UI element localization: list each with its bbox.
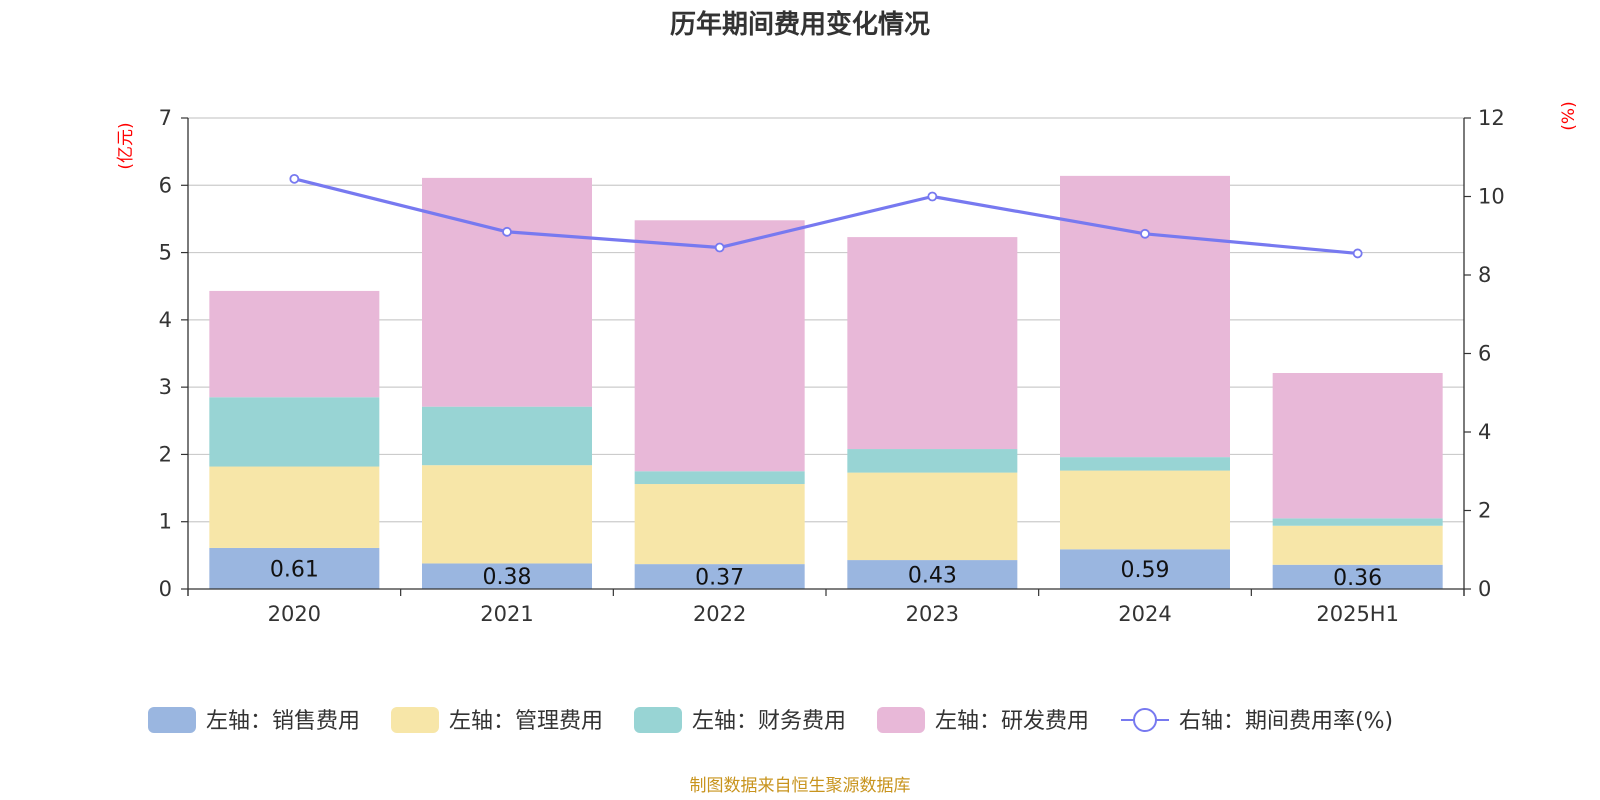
bars [209, 175, 1443, 589]
legend-label: 右轴：期间费用率(%) [1179, 709, 1393, 734]
bar-左轴：财务费用-2023 [847, 449, 1018, 473]
left-tick-label: 4 [159, 308, 172, 332]
bar-左轴：研发费用-2020 [209, 290, 380, 398]
bar-左轴：财务费用-2020 [209, 397, 380, 467]
chart-title: 历年期间费用变化情况 [670, 9, 930, 40]
left-tick-label: 5 [159, 241, 172, 265]
legend-label: 左轴：研发费用 [935, 709, 1089, 734]
right-tick-label: 12 [1478, 106, 1505, 130]
left-tick-label: 2 [159, 442, 172, 466]
bar-左轴：管理费用-2022 [634, 484, 805, 565]
bar-左轴：管理费用-2020 [209, 466, 380, 548]
right-tick-label: 8 [1478, 263, 1491, 287]
bar-左轴：研发费用-2023 [847, 237, 1018, 450]
legend-circle-marker [1133, 708, 1157, 732]
right-tick-label: 6 [1478, 342, 1491, 366]
right-tick-label: 10 [1478, 185, 1505, 209]
legend-label: 左轴：财务费用 [692, 709, 846, 734]
line-point-2025H1 [1352, 248, 1363, 259]
right-tick-label: 0 [1478, 577, 1491, 601]
bar-左轴：研发费用-2022 [634, 220, 805, 472]
data-label: 0.59 [1121, 558, 1170, 583]
bar-左轴：管理费用-2024 [1060, 470, 1230, 550]
legend-label: 左轴：销售费用 [206, 709, 360, 734]
data-label: 0.61 [270, 557, 319, 582]
legend: 左轴：销售费用 左轴：管理费用 左轴：财务费用 左轴：研发费用 右轴：期间费用率(%) [148, 707, 1393, 734]
data-labels: 0.61 0.38 0.37 0.43 0.59 0.36 [270, 557, 1382, 590]
line-point-2020 [289, 173, 300, 184]
left-tick-label: 1 [159, 510, 172, 534]
data-label: 0.36 [1333, 566, 1382, 591]
bar-左轴：财务费用-2021 [422, 406, 592, 466]
bar-左轴：研发费用-2021 [422, 177, 592, 407]
data-label: 0.43 [908, 564, 957, 589]
bar-左轴：财务费用-2024 [1060, 457, 1230, 471]
line-point-2022 [714, 242, 725, 253]
bar-左轴：销售费用-2025H1 [1272, 564, 1443, 589]
left-tick-label: 6 [159, 173, 172, 197]
bar-左轴：研发费用-2024 [1060, 175, 1230, 458]
bar-左轴：销售费用-2021 [422, 563, 592, 589]
x-tick-label: 2023 [906, 602, 959, 626]
right-tick-label: 2 [1478, 499, 1491, 523]
bar-左轴：管理费用-2025H1 [1272, 525, 1443, 565]
x-tick-label: 2021 [480, 602, 533, 626]
left-tick-label: 3 [159, 375, 172, 399]
bar-左轴：销售费用-2023 [847, 560, 1018, 589]
left-tick-label: 0 [159, 577, 172, 601]
line-point-2024 [1140, 228, 1150, 239]
source-note: 制图数据来自恒生聚源数据库 [690, 776, 911, 796]
legend-swatch-左轴：财务费用 [634, 707, 682, 733]
bar-左轴：销售费用-2020 [209, 547, 380, 589]
bar-左轴：研发费用-2025H1 [1272, 373, 1443, 519]
line-右轴：期间费用率(%) [293, 177, 1358, 256]
legend-swatch-左轴：销售费用 [148, 707, 196, 733]
x-tick-label: 2020 [268, 602, 321, 626]
bar-左轴：销售费用-2022 [634, 564, 805, 589]
legend-label: 左轴：管理费用 [449, 709, 603, 734]
legend-swatch-左轴：管理费用 [391, 707, 439, 733]
left-tick-label: 7 [159, 106, 172, 130]
x-tick-label: 2022 [693, 602, 746, 626]
bar-左轴：管理费用-2023 [847, 472, 1018, 561]
right-tick-label: 4 [1478, 420, 1491, 444]
line-point-2023 [927, 191, 938, 202]
data-label: 0.37 [695, 566, 744, 591]
bar-左轴：管理费用-2021 [422, 465, 592, 564]
bar-左轴：财务费用-2022 [634, 471, 805, 485]
data-label: 0.38 [483, 565, 532, 590]
x-tick-label: 2025H1 [1316, 602, 1399, 626]
legend-swatch-左轴：研发费用 [877, 707, 925, 733]
bar-左轴：销售费用-2024 [1060, 549, 1230, 589]
gridlines [188, 117, 1464, 523]
rate-line [289, 173, 1363, 259]
x-tick-label: 2024 [1118, 602, 1171, 626]
left-axis-unit: (亿元) [116, 122, 136, 169]
bar-左轴：财务费用-2025H1 [1272, 518, 1443, 526]
line-point-2021 [502, 226, 512, 237]
right-axis-unit: (%) [1559, 101, 1579, 130]
